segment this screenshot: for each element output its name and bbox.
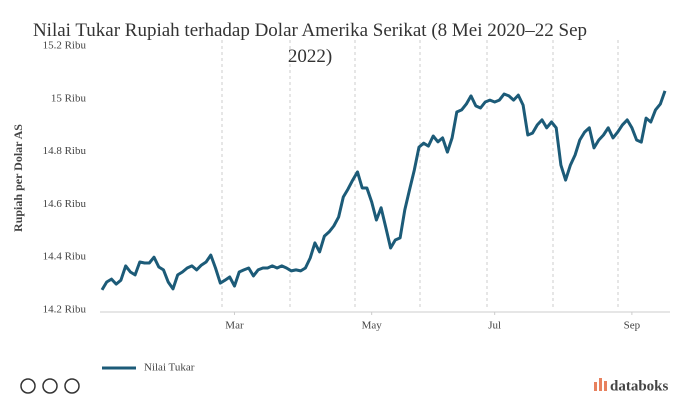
chart-title: Nilai Tukar Rupiah terhadap Dolar Amerik…	[32, 20, 588, 67]
x-tick-label: Mar	[225, 320, 244, 332]
y-tick-label: 14.2 Ribu	[43, 304, 87, 316]
y-tick-label: 14.4 Ribu	[43, 251, 87, 263]
brand-name: databoks	[610, 378, 669, 394]
y-tick-label: 15 Ribu	[51, 92, 87, 104]
brand-logo	[594, 378, 607, 391]
x-tick-label: Sep	[624, 320, 641, 332]
y-tick-label: 14.8 Ribu	[43, 145, 87, 157]
y-axis-label: Rupiah per Dolar AS	[11, 124, 25, 232]
legend-label: Nilai Tukar	[144, 362, 195, 374]
license-icons	[20, 378, 80, 394]
y-tick-label: 14.6 Ribu	[43, 198, 87, 210]
line	[100, 90, 667, 291]
y-tick-label: 15.2 Ribu	[43, 40, 87, 52]
x-tick-label: Jul	[488, 320, 501, 332]
x-tick-label: May	[362, 320, 383, 332]
